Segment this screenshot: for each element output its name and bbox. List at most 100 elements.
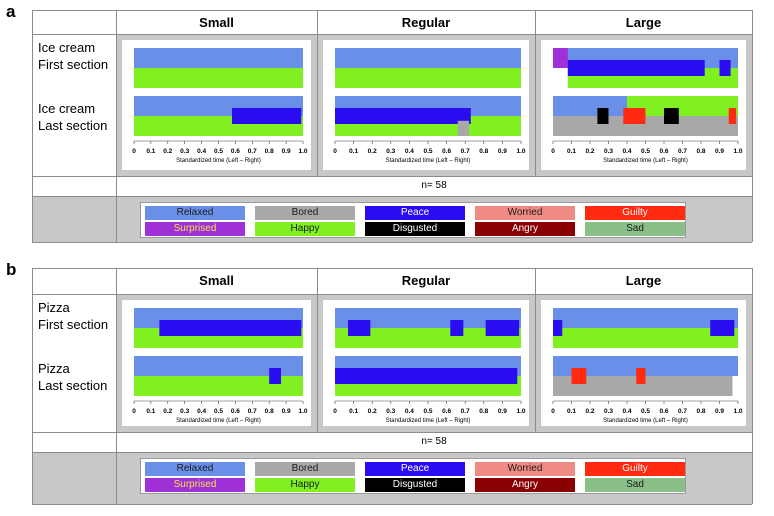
panel-letter-b: b — [6, 260, 17, 279]
legend-item-peace: Peace — [365, 206, 465, 220]
x-axis-label: Standardized time (Left – Right) — [176, 418, 261, 424]
segment-peace — [348, 320, 371, 336]
segment-bored — [553, 376, 733, 396]
x-tick-label: 0.2 — [163, 148, 172, 155]
x-tick-label: 0.5 — [641, 408, 650, 415]
x-tick-label: 0 — [333, 408, 337, 415]
sample-size-label: n= 58 — [421, 180, 447, 191]
x-tick-label: 0.1 — [146, 148, 155, 155]
x-tick-label: 0.8 — [696, 408, 705, 415]
grid-line-h — [32, 294, 752, 295]
grid-line-h — [32, 176, 752, 177]
grid-line-h — [32, 242, 752, 243]
row-label: First section — [38, 317, 109, 332]
column-header-small: Small — [199, 273, 234, 288]
grid-line-v — [116, 10, 117, 242]
x-tick-label: 0.7 — [248, 148, 257, 155]
grid-line-h — [32, 268, 752, 269]
chart-svg: 0 0.1 0.2 0.3 0.4 0.5 0.6 0.7 0.8 0.9 1.0 Standardi… — [333, 308, 526, 424]
x-tick-label: 0.1 — [349, 408, 358, 415]
x-tick-label: 0 — [333, 148, 337, 155]
x-tick-label: 0.2 — [585, 148, 594, 155]
row-label: Pizza — [38, 300, 70, 315]
segment-guilty — [636, 368, 646, 384]
x-tick-label: 0.6 — [659, 408, 668, 415]
legend-item-worried: Worried — [475, 462, 575, 476]
x-tick-label: 0.1 — [567, 408, 576, 415]
segment-peace — [450, 320, 464, 336]
row-label: Pizza — [38, 361, 70, 376]
segment-happy — [335, 328, 521, 348]
grid-line-v — [752, 10, 753, 242]
legend-item-sad: Sad — [585, 478, 685, 492]
x-tick-label: 0.7 — [248, 408, 257, 415]
grid-line-v — [535, 268, 536, 432]
x-tick-label: 0.4 — [197, 148, 206, 155]
legend-item-happy: Happy — [255, 478, 355, 492]
grid-line-h — [32, 432, 752, 433]
legend-item-sad: Sad — [585, 222, 685, 236]
chart-regular: 0 0.1 0.2 0.3 0.4 0.5 0.6 0.7 0.8 0.9 1.0 Standardi… — [322, 299, 530, 427]
grid-line-v — [535, 10, 536, 176]
x-tick-label: 0.3 — [180, 408, 189, 415]
x-tick-label: 0.8 — [479, 408, 488, 415]
n-left-cell — [32, 176, 116, 196]
x-tick-label: 1.0 — [516, 148, 525, 155]
column-header-small: Small — [199, 15, 234, 30]
x-tick-label: 0.9 — [282, 408, 291, 415]
x-tick-label: 0.2 — [585, 408, 594, 415]
x-tick-label: 0.6 — [442, 408, 451, 415]
segment-peace — [335, 108, 471, 124]
x-tick-label: 0.6 — [231, 148, 240, 155]
column-header-large: Large — [625, 273, 662, 288]
x-tick-label: 1.0 — [298, 408, 307, 415]
chart-svg: 0 0.1 0.2 0.3 0.4 0.5 0.6 0.7 0.8 0.9 1.0 Standardi… — [551, 308, 743, 424]
legend-item-relaxed: Relaxed — [145, 462, 245, 476]
x-tick-label: 0.3 — [386, 148, 395, 155]
chart-svg: 0 0.1 0.2 0.3 0.4 0.5 0.6 0.7 0.8 0.9 1.0 Standardi… — [333, 48, 526, 164]
segment-peace — [553, 320, 563, 336]
chart-small: 0 0.1 0.2 0.3 0.4 0.5 0.6 0.7 0.8 0.9 1.0 Standardi… — [121, 299, 312, 427]
segment-relaxed — [553, 96, 627, 116]
chart-svg: 0 0.1 0.2 0.3 0.4 0.5 0.6 0.7 0.8 0.9 1.0 Standardi… — [132, 308, 308, 424]
segment-happy — [134, 68, 303, 88]
legend-item-happy: Happy — [255, 222, 355, 236]
x-tick-label: 0.3 — [180, 148, 189, 155]
grid-line-h — [32, 504, 752, 505]
x-tick-label: 0.5 — [641, 148, 650, 155]
x-tick-label: 0.4 — [405, 148, 414, 155]
x-tick-label: 0.5 — [423, 148, 432, 155]
x-axis-label: Standardized time (Left – Right) — [603, 158, 688, 164]
x-tick-label: 0.2 — [368, 408, 377, 415]
chart-svg: 0 0.1 0.2 0.3 0.4 0.5 0.6 0.7 0.8 0.9 1.0 Standardi… — [551, 48, 743, 164]
legend-item-worried: Worried — [475, 206, 575, 220]
segment-happy — [627, 96, 738, 116]
grid-line-v — [752, 268, 753, 504]
x-tick-label: 0.9 — [498, 148, 507, 155]
x-tick-label: 0.5 — [214, 408, 223, 415]
x-axis-label: Standardized time (Left – Right) — [603, 418, 688, 424]
segment-peace — [485, 320, 520, 336]
segment-happy — [134, 376, 303, 396]
segment-relaxed — [134, 48, 303, 68]
x-tick-label: 0.4 — [622, 148, 631, 155]
segment-relaxed — [553, 356, 738, 376]
segment-disgusted — [597, 108, 609, 124]
segment-guilty — [571, 368, 587, 384]
x-tick-label: 0 — [132, 408, 136, 415]
column-header-regular: Regular — [401, 15, 451, 30]
x-tick-label: 1.0 — [733, 148, 742, 155]
segment-relaxed — [134, 356, 303, 376]
x-tick-label: 0.8 — [696, 148, 705, 155]
segment-peace — [269, 368, 282, 384]
segment-peace — [567, 60, 705, 76]
x-tick-label: 0.9 — [715, 408, 724, 415]
legend-item-guilty: Guilty — [585, 462, 685, 476]
corner-cell — [32, 268, 116, 294]
legend-item-angry: Angry — [475, 478, 575, 492]
x-tick-label: 0.6 — [442, 148, 451, 155]
x-tick-label: 0.3 — [604, 408, 613, 415]
grid-line-h — [32, 452, 752, 453]
legend-item-guilty: Guilty — [585, 206, 685, 220]
x-tick-label: 0.3 — [604, 148, 613, 155]
